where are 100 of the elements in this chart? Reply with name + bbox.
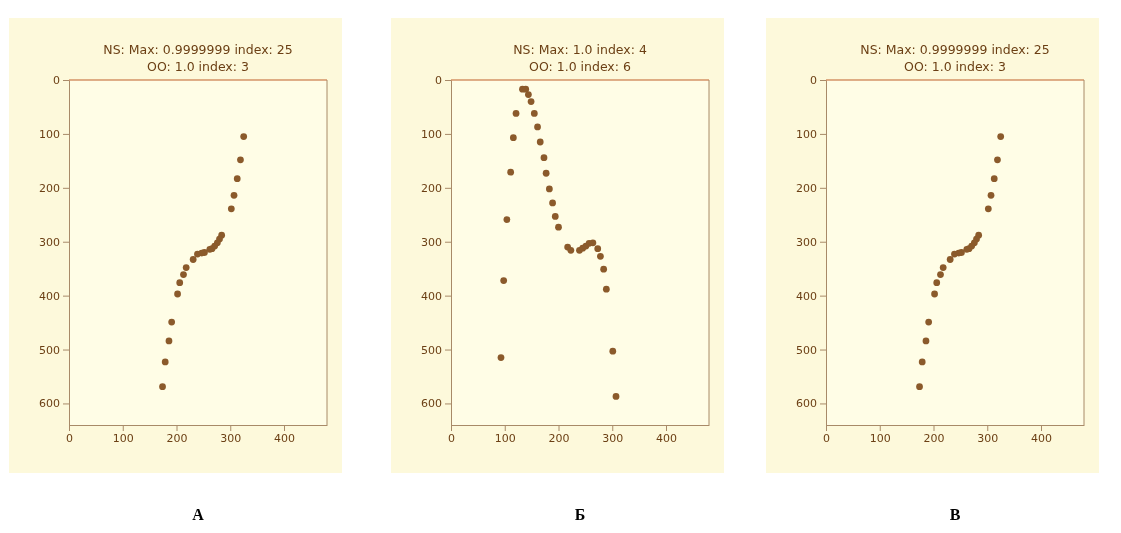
point — [946, 256, 954, 263]
point — [939, 264, 947, 271]
y-tick-label: 200 — [421, 181, 442, 195]
chart-subtitle: OO: 1.0 index: 3 — [147, 59, 249, 74]
point — [522, 85, 530, 93]
point — [503, 216, 511, 223]
point — [176, 279, 184, 287]
y-tick-label: 300 — [421, 235, 442, 249]
point — [497, 354, 505, 361]
y-tick-label: 300 — [39, 235, 60, 249]
y-tick-label: 600 — [421, 397, 442, 411]
x-tick-label: 0 — [448, 431, 455, 445]
x-tick-label: 400 — [274, 431, 295, 445]
x-tick-label: 300 — [602, 431, 624, 445]
y-tick-label: 0 — [435, 74, 442, 88]
point — [922, 337, 930, 345]
point — [194, 250, 201, 258]
point — [555, 223, 562, 231]
point — [240, 133, 248, 140]
point — [609, 347, 617, 355]
x-tick-label: 200 — [923, 431, 945, 445]
x-tick-label: 100 — [112, 431, 134, 445]
y-tick-label: 400 — [39, 289, 60, 303]
x-tick-label: 100 — [494, 431, 516, 445]
x-tick-label: 200 — [548, 431, 570, 445]
point — [165, 337, 173, 345]
point — [525, 91, 532, 98]
point — [512, 110, 520, 117]
point — [994, 156, 1001, 164]
point — [161, 358, 169, 366]
y-tick-label: 100 — [39, 127, 60, 141]
point — [990, 175, 998, 183]
y-tick-label: 500 — [39, 343, 60, 357]
point — [597, 252, 604, 260]
point — [542, 169, 550, 177]
y-tick-label: 600 — [39, 397, 60, 411]
x-tick-label: 400 — [1031, 431, 1052, 445]
point — [567, 246, 575, 254]
point — [549, 199, 556, 207]
point — [182, 264, 190, 271]
point — [987, 191, 995, 199]
point — [230, 191, 238, 199]
x-tick-label: 100 — [869, 431, 891, 445]
point — [600, 265, 608, 273]
point — [530, 110, 538, 117]
chart-title: NS: Max: 0.9999999 index: 25 — [860, 42, 1050, 57]
y-tick-label: 0 — [810, 74, 817, 88]
point — [536, 138, 544, 146]
point — [589, 239, 597, 247]
point — [997, 133, 1005, 140]
point — [931, 290, 938, 298]
point — [233, 175, 241, 183]
point — [507, 168, 515, 176]
text: А — [192, 506, 205, 523]
x-tick-label: 300 — [977, 431, 999, 445]
y-tick-label: 100 — [796, 127, 817, 141]
point — [916, 383, 923, 391]
point — [594, 245, 602, 253]
point — [951, 250, 958, 258]
point — [534, 123, 541, 131]
x-tick-label: 0 — [66, 431, 73, 445]
y-tick-label: 200 — [39, 181, 60, 195]
y-tick-label: 400 — [796, 289, 817, 303]
chart-title: NS: Max: 0.9999999 index: 25 — [103, 42, 293, 57]
chart-subtitle: OO: 1.0 index: 3 — [904, 59, 1006, 74]
point — [933, 279, 941, 287]
point — [500, 277, 508, 284]
x-tick-label: 0 — [823, 431, 830, 445]
chart-subtitle: OO: 1.0 index: 6 — [529, 59, 631, 74]
x-tick-label: 300 — [220, 431, 242, 445]
point — [918, 358, 926, 366]
y-tick-label: 200 — [796, 181, 817, 195]
y-tick-label: 300 — [796, 235, 817, 249]
point — [189, 256, 197, 263]
y-tick-label: 100 — [421, 127, 442, 141]
point — [237, 156, 244, 164]
chart-title: NS: Max: 1.0 index: 4 — [513, 42, 647, 57]
point — [168, 318, 176, 326]
point — [180, 271, 187, 278]
point — [509, 134, 517, 142]
point — [174, 290, 181, 298]
point — [227, 205, 235, 213]
y-tick-label: 500 — [421, 343, 442, 357]
y-tick-label: 500 — [796, 343, 817, 357]
point — [937, 271, 944, 278]
point — [545, 185, 553, 193]
text: Б — [574, 506, 586, 523]
point — [551, 213, 559, 220]
point — [602, 285, 610, 293]
point — [527, 98, 535, 105]
point — [612, 393, 620, 400]
point — [984, 205, 992, 213]
point — [159, 383, 166, 391]
y-tick-label: 400 — [421, 289, 442, 303]
x-tick-label: 200 — [166, 431, 188, 445]
y-tick-label: 0 — [53, 74, 60, 88]
y-tick-label: 600 — [796, 397, 817, 411]
point — [925, 318, 933, 326]
x-tick-label: 400 — [656, 431, 677, 445]
text: В — [949, 506, 961, 523]
